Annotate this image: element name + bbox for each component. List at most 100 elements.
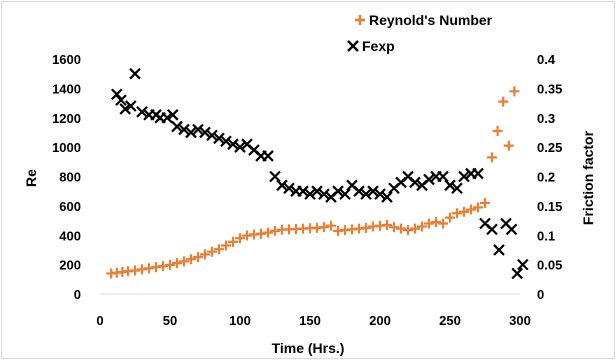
right-axis-label: Friction factor: [580, 130, 596, 225]
right-tick-label: 0: [537, 287, 544, 302]
fexp-point: [213, 132, 225, 145]
right-tick-label: 0.3: [537, 111, 555, 126]
fexp-point: [318, 188, 330, 200]
fexp-point: [511, 267, 523, 280]
fexp-point: [167, 109, 179, 121]
fexp-point: [486, 223, 498, 236]
fexp-point: [111, 88, 123, 101]
fexp-point: [297, 185, 309, 197]
reynolds-point: [466, 204, 476, 215]
reynolds-point: [509, 86, 520, 97]
legend-plus-marker: [355, 15, 365, 25]
fexp-point: [115, 94, 127, 106]
fexp-point: [458, 170, 470, 183]
fexp-point: [381, 191, 393, 203]
reynolds-point: [459, 206, 469, 217]
right-axis-ticks: 0 0.05 0.1 0.15 0.2 0.25 0.3 0.35 0.4: [537, 52, 562, 302]
x-axis-label: Time (Hrs.): [272, 340, 345, 356]
left-tick-label: 800: [59, 170, 81, 185]
reynolds-point: [319, 222, 329, 233]
reynolds-point: [382, 219, 392, 230]
left-tick-label: 400: [59, 228, 81, 243]
left-axis-ticks: 0 200 400 600 800 1000 1200 1400 1600: [52, 52, 81, 302]
fexp-point: [276, 179, 288, 192]
legend-label-reynolds: Reynold's Number: [369, 12, 493, 28]
left-tick-label: 1400: [52, 81, 81, 96]
reynolds-point: [263, 227, 273, 238]
reynolds-point: [417, 221, 427, 232]
reynolds-point: [361, 222, 371, 233]
fexp-point: [472, 167, 484, 180]
right-tick-label: 0.2: [537, 170, 555, 185]
fexp-point: [304, 188, 316, 200]
fexp-point: [283, 182, 295, 195]
reynolds-point: [130, 265, 140, 276]
fexp-point: [269, 170, 281, 183]
reynolds-point: [165, 259, 175, 270]
reynolds-point: [480, 197, 490, 208]
fexp-point: [360, 188, 372, 200]
fexp-point: [339, 188, 351, 200]
fexp-point: [119, 103, 131, 115]
fexp-point: [185, 126, 197, 139]
reynolds-point: [214, 244, 224, 255]
series-reynolds-number: [106, 86, 520, 279]
right-tick-label: 0.4: [537, 52, 556, 67]
fexp-point: [444, 179, 456, 192]
reynolds-point: [438, 218, 448, 229]
reynolds-point: [158, 261, 168, 272]
reynolds-point: [487, 152, 497, 163]
fexp-point: [437, 170, 449, 183]
reynolds-point: [326, 220, 336, 231]
reynolds-point: [256, 228, 266, 239]
x-tick-label: 300: [509, 313, 531, 328]
reynolds-point: [473, 202, 483, 213]
x-tick-label: 200: [369, 313, 391, 328]
reynolds-point: [179, 256, 189, 267]
fexp-point: [311, 185, 323, 197]
left-tick-label: 600: [59, 199, 81, 214]
series-fexp: [111, 67, 529, 280]
reynolds-point: [144, 263, 154, 274]
reynolds-point: [270, 225, 280, 236]
right-tick-label: 0.15: [537, 199, 562, 214]
fexp-point: [409, 176, 421, 189]
x-tick-label: 150: [299, 313, 321, 328]
fexp-point: [493, 244, 505, 256]
fexp-point: [423, 173, 435, 186]
fexp-point: [220, 135, 232, 148]
fexp-point: [171, 120, 183, 133]
fexp-point: [206, 129, 218, 142]
fexp-point: [353, 185, 365, 197]
left-tick-label: 1600: [52, 52, 81, 67]
reynolds-point: [200, 249, 210, 260]
fexp-point: [234, 141, 246, 153]
reynolds-point: [503, 140, 514, 151]
fexp-point: [129, 67, 141, 80]
reynolds-point: [498, 96, 509, 107]
reynolds-point: [403, 225, 413, 236]
reynolds-point: [389, 222, 399, 233]
reynolds-point: [172, 258, 182, 269]
fexp-point: [161, 111, 173, 124]
legend: Reynold's Number Fexp: [347, 12, 493, 54]
x-tick-label: 50: [163, 313, 177, 328]
left-tick-label: 1200: [52, 111, 81, 126]
x-tick-label: 250: [439, 313, 461, 328]
reynolds-point: [396, 223, 406, 234]
fexp-point: [517, 258, 529, 271]
left-axis-label: Re: [23, 169, 39, 187]
fexp-point: [262, 150, 274, 162]
fexp-point: [367, 185, 379, 197]
reynolds-point: [186, 254, 196, 265]
reynolds-point: [452, 208, 462, 219]
reynolds-point: [221, 240, 231, 251]
legend-item-reynolds: Reynold's Number: [355, 12, 493, 28]
x-tick-label: 100: [229, 313, 251, 328]
x-tick-label: 0: [96, 313, 103, 328]
left-tick-label: 0: [74, 287, 81, 302]
right-tick-label: 0.1: [537, 228, 555, 243]
legend-label-fexp: Fexp: [362, 38, 395, 54]
